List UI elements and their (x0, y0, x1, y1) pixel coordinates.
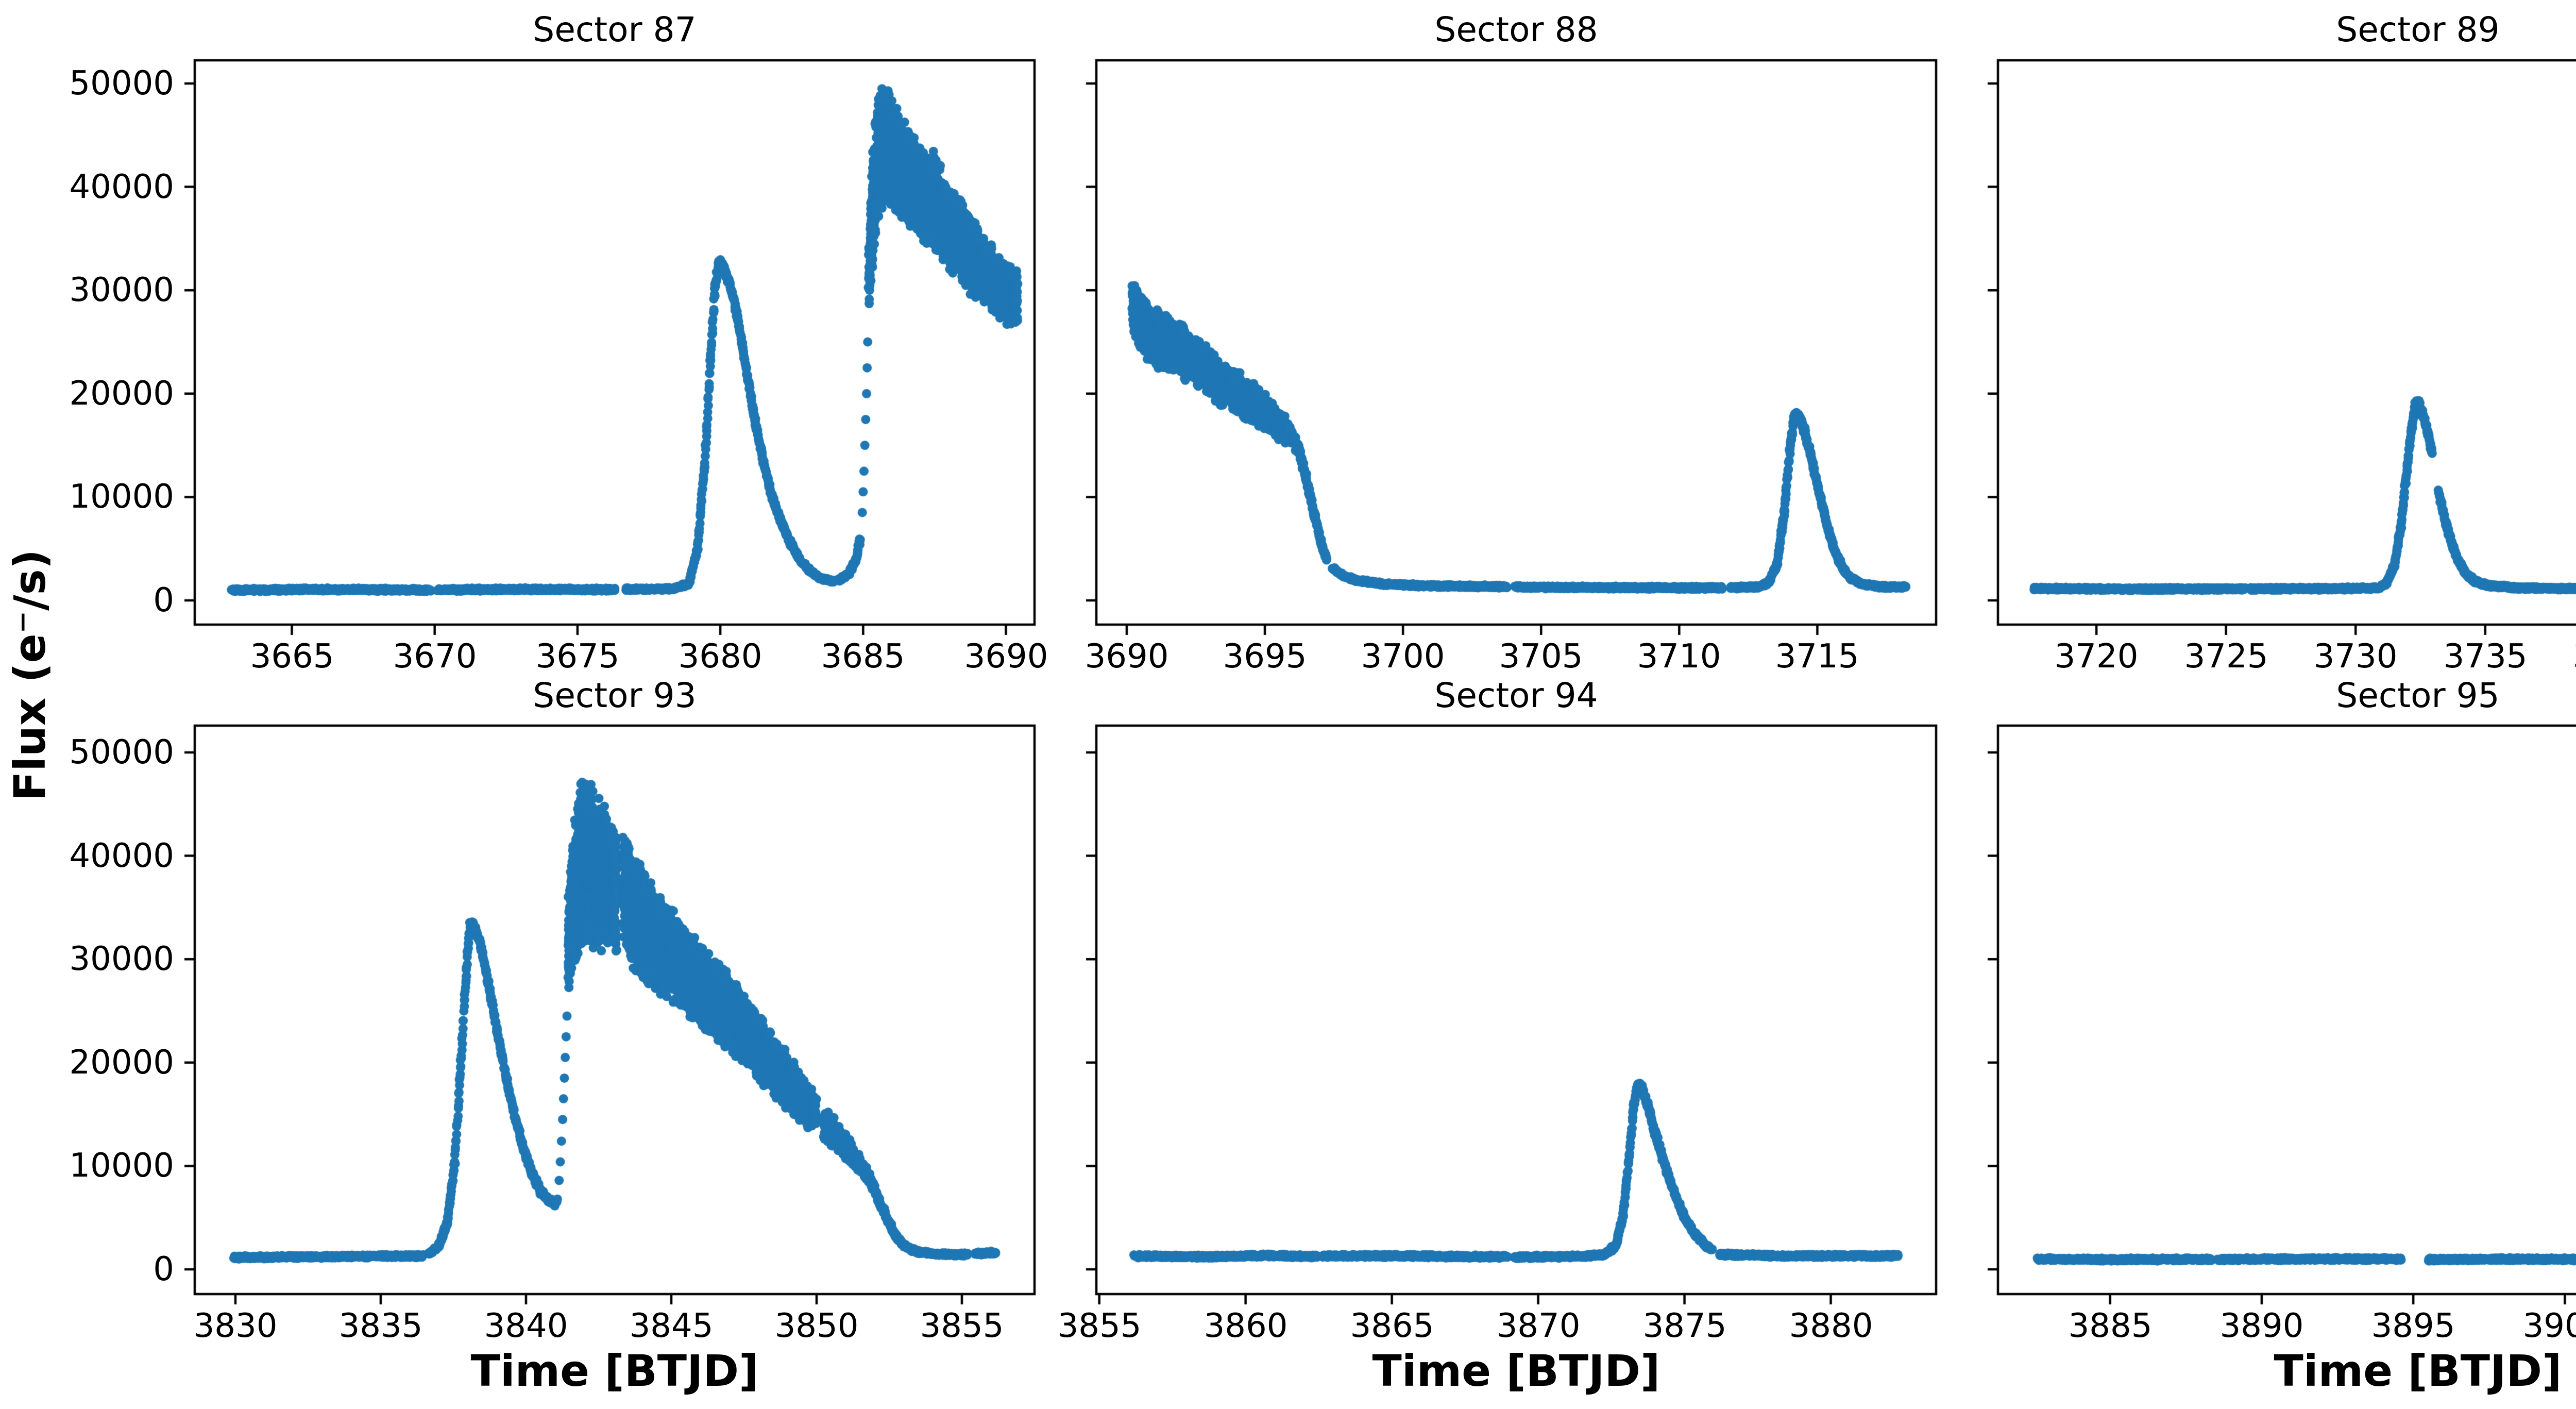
x-axis-label: Time [BTJD] (470, 1346, 759, 1396)
subplot-title-sector-89: Sector 89 (2336, 10, 2500, 49)
y-tick-label: 0 (153, 1250, 174, 1288)
x-tick-label: 3900 (2522, 1307, 2576, 1345)
x-tick-label: 3730 (2313, 638, 2398, 676)
x-tick-label: 3690 (964, 638, 1048, 676)
x-tick-label: 3880 (1789, 1307, 1873, 1345)
x-tick-label: 3740 (2512, 638, 2576, 675)
x-tick-label: 3665 (250, 638, 334, 676)
x-tick-label: 3725 (2184, 638, 2268, 676)
y-tick-label: 20000 (69, 1044, 174, 1082)
x-tick-label: 3710 (1637, 638, 1721, 676)
y-tick-label: 10000 (69, 1147, 174, 1185)
x-axis-label: Time [BTJD] (2274, 1346, 2562, 1396)
x-axis-label: Time [BTJD] (1372, 1346, 1660, 1396)
x-tick-label: 3680 (678, 638, 762, 676)
x-tick-label: 3720 (2054, 638, 2139, 676)
x-tick-label: 3895 (2371, 1307, 2455, 1345)
x-tick-label: 3675 (535, 638, 620, 676)
subplot-title-sector-87: Sector 87 (533, 10, 697, 49)
x-tick-label: 3865 (1350, 1307, 1434, 1345)
y-tick-label: 40000 (69, 168, 174, 206)
x-tick-label: 3830 (193, 1307, 278, 1345)
x-tick-label: 3885 (2068, 1307, 2153, 1345)
x-tick-label: 3670 (393, 638, 477, 676)
x-tick-label: 3850 (774, 1307, 859, 1345)
y-tick-label: 0 (153, 581, 174, 619)
x-tick-label: 3695 (1223, 638, 1307, 676)
y-tick-label: 10000 (69, 478, 174, 516)
x-tick-label: 3735 (2443, 638, 2528, 676)
x-tick-label: 3870 (1496, 1307, 1581, 1345)
x-tick-label: 3715 (1775, 638, 1859, 676)
x-tick-label: 3855 (920, 1307, 1004, 1345)
subplot-title-sector-94: Sector 94 (1434, 676, 1598, 715)
x-tick-label: 3860 (1204, 1307, 1288, 1345)
y-tick-label: 50000 (69, 733, 174, 771)
x-tick-label: 3705 (1499, 638, 1583, 676)
x-tick-label: 3875 (1642, 1307, 1727, 1345)
subplot-title-sector-88: Sector 88 (1434, 10, 1598, 49)
x-tick-label: 3835 (338, 1307, 423, 1345)
subplot-title-sector-93: Sector 93 (533, 676, 697, 715)
y-tick-label: 30000 (69, 940, 174, 978)
y-tick-label: 20000 (69, 375, 174, 413)
y-tick-label: 40000 (69, 837, 174, 875)
x-tick-label: 3700 (1361, 638, 1445, 676)
x-tick-label: 3855 (1057, 1307, 1142, 1345)
x-tick-label: 3890 (2219, 1307, 2304, 1345)
y-tick-label: 30000 (69, 271, 174, 309)
x-tick-label: 3845 (629, 1307, 714, 1345)
x-tick-label: 3840 (484, 1307, 568, 1345)
subplot-title-sector-95: Sector 95 (2336, 676, 2500, 715)
x-tick-label: 3685 (821, 638, 905, 676)
y-tick-label: 50000 (69, 64, 174, 103)
x-tick-label: 3690 (1084, 638, 1169, 676)
